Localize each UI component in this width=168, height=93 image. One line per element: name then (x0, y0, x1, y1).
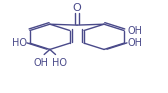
Text: HO: HO (12, 38, 27, 48)
Text: OH: OH (127, 38, 142, 48)
Text: O: O (73, 3, 81, 13)
Text: OH: OH (127, 25, 142, 36)
Text: OH: OH (33, 58, 48, 68)
Text: HO: HO (52, 58, 67, 68)
